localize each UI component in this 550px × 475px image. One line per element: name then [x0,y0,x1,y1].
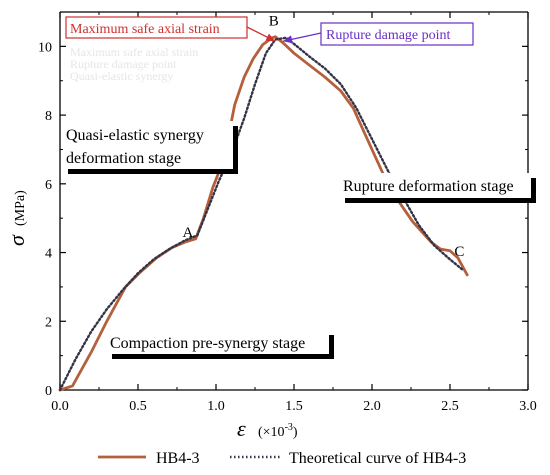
ghost-text: Maximum safe axial strain Rupture damage… [70,45,198,83]
x-tick-label: 2.0 [363,399,381,414]
legend: HB4-3 Theoretical curve of HB4-3 [98,450,466,467]
ghost-line-3: Quasi-elastic synergy [70,69,173,83]
legend-label-theoretical: Theoretical curve of HB4-3 [289,450,466,467]
callout-max-safe-arrowhead [265,33,276,42]
y-axis-symbol: σ [4,234,29,246]
point-labels: A B C [182,14,464,260]
y-axis-unit: (MPa) [13,190,28,226]
legend-label-hb4-3: HB4-3 [156,450,200,467]
y-ticks: 0 2 4 6 8 10 [38,40,528,399]
x-axis-unit-text: (×10 [258,425,285,440]
point-label-a: A [182,225,193,241]
stage-box-rupture: Rupture deformation stage [340,173,536,203]
x-axis-label: ε (×10-3) [237,416,298,441]
x-tick-label: 1.0 [207,399,225,414]
x-tick-label: 3.0 [519,399,537,414]
callout-max-safe: Maximum safe axial strain [65,16,276,42]
stage-box-compaction-bg [107,330,329,354]
x-axis-unit-exp: -3 [285,422,293,433]
x-tick-label: 0.5 [129,399,147,414]
callout-max-safe-text: Maximum safe axial strain [70,22,220,37]
ghost-line-1: Maximum safe axial strain [70,45,198,59]
x-axis-unit: (×10-3) [258,422,298,440]
y-tick-label: 8 [45,109,52,124]
stage-box-quasi: Quasi-elastic synergy deformation stage [63,121,238,174]
y-tick-label: 2 [45,315,52,330]
point-label-c: C [454,244,464,260]
stage-box-rupture-text: Rupture deformation stage [343,178,514,195]
stage-box-compaction: Compaction pre-synergy stage [107,330,334,359]
stage-box-quasi-bg [63,121,233,169]
x-ticks: 0.0 0.5 1.0 1.5 2.0 2.5 3.0 [51,12,537,414]
y-tick-label: 10 [38,40,52,55]
callout-rupture-damage-box [320,22,474,46]
y-axis-label: σ (MPa) [4,190,29,246]
ghost-line-2: Rupture damage point [70,57,177,71]
x-axis-unit-close: ) [293,425,298,440]
x-tick-label: 1.5 [285,399,303,414]
callout-rupture-damage-arrowhead [283,35,293,44]
callout-rupture-damage: Rupture damage point [282,22,474,46]
y-tick-label: 4 [45,247,52,262]
stage-box-quasi-line1: Quasi-elastic synergy [66,127,204,144]
stage-box-rupture-bg [340,173,531,198]
point-label-b: B [269,14,279,30]
x-axis-symbol: ε [237,416,246,441]
y-tick-label: 6 [45,178,52,193]
callout-rupture-damage-text: Rupture damage point [326,28,451,43]
y-tick-label: 0 [45,384,52,399]
stage-box-quasi-line2: deformation stage [66,150,181,167]
x-tick-label: 2.5 [441,399,459,414]
x-tick-label: 0.0 [51,399,69,414]
stage-box-compaction-text: Compaction pre-synergy stage [110,335,305,352]
